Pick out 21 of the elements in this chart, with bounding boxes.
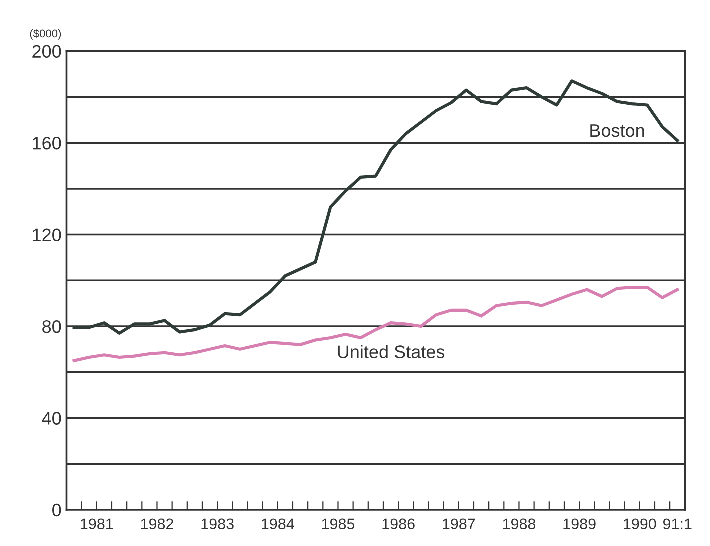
y-tick-label: 40 xyxy=(42,412,62,425)
x-tick-label: 1989 xyxy=(564,518,596,530)
series-label: Boston xyxy=(590,124,644,138)
x-tick-label: 1986 xyxy=(382,518,415,530)
x-tick-label: 1985 xyxy=(322,518,355,530)
x-tick-label: 1987 xyxy=(443,518,476,530)
x-tick-label: 1988 xyxy=(503,518,536,530)
x-tick-label: 1982 xyxy=(141,518,174,530)
x-tick-label: 91:1 xyxy=(663,518,692,530)
y-tick-label: 160 xyxy=(33,136,62,150)
x-tick-label: 1990 xyxy=(624,518,656,530)
y-axis-title: ($000) xyxy=(30,29,62,40)
y-tick-label: 0 xyxy=(52,504,62,517)
y-tick-label: 200 xyxy=(32,45,62,58)
series-label: United States xyxy=(338,345,445,358)
x-tick-label: 1984 xyxy=(262,518,294,530)
x-tick-label: 1981 xyxy=(81,518,114,530)
y-tick-label: 80 xyxy=(42,320,62,334)
x-tick-label: 1983 xyxy=(202,518,234,530)
y-tick-label: 120 xyxy=(33,228,62,242)
line-series xyxy=(72,286,680,362)
